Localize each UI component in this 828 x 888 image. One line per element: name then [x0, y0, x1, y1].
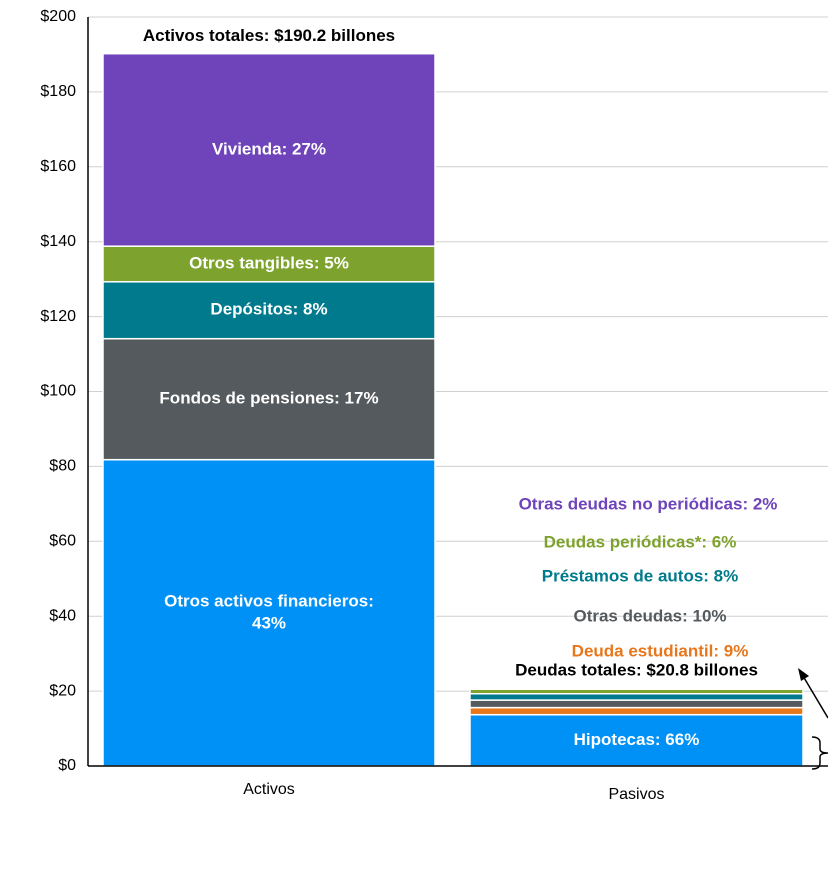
bar-segment	[469, 687, 804, 690]
y-tick-label: $20	[49, 682, 76, 699]
segment-label: Fondos de pensiones: 17%	[159, 389, 378, 408]
arrow-head	[798, 668, 809, 681]
x-tick-label: Activos	[243, 781, 295, 798]
total-label: Activos totales: $190.2 billones	[143, 26, 395, 45]
segment-label: Vivienda: 27%	[212, 139, 326, 158]
segment-label: Otros activos financieros:	[164, 591, 374, 610]
y-tick-label: $60	[49, 533, 76, 550]
x-tick-label: Pasivos	[608, 786, 664, 803]
segment-label: Otros tangibles: 5%	[189, 253, 349, 272]
y-tick-label: $40	[49, 607, 76, 624]
bar-segment	[469, 713, 804, 767]
bar-segment	[102, 52, 436, 247]
y-tick-label: $120	[40, 308, 76, 325]
y-tick-label: $180	[40, 83, 76, 100]
bar-segment	[102, 281, 436, 340]
plot: $0 $20 $40 $60 $80 $100 $120 $140 $160 $180 $200 Ot…	[40, 8, 828, 803]
segment-label: Depósitos: 8%	[210, 300, 327, 319]
segment-label: Otras deudas: 10%	[573, 606, 726, 625]
bar-segment	[102, 245, 436, 283]
y-tick-label: $100	[40, 383, 76, 400]
y-tick-label: $140	[40, 233, 76, 250]
segment-label: Deudas periódicas*: 6%	[544, 532, 737, 551]
segment-label: Deuda estudiantil: 9%	[572, 641, 749, 660]
bar-segment	[469, 692, 804, 701]
bar-segment	[102, 337, 436, 461]
segment-label: Otras deudas no periódicas: 2%	[519, 494, 778, 513]
bar-segment	[469, 699, 804, 709]
y-tick-label: $80	[49, 458, 76, 475]
total-label: Deudas totales: $20.8 billones	[515, 661, 758, 680]
y-tick-label: $160	[40, 158, 76, 175]
y-tick-label: $200	[40, 8, 76, 25]
segment-label: 43%	[252, 613, 286, 632]
arrow-line	[802, 675, 828, 719]
y-tick-label: $0	[58, 757, 76, 774]
segment-label: Hipotecas: 66%	[574, 730, 700, 749]
segment-label: Préstamos de autos: 8%	[542, 566, 739, 585]
brace	[811, 736, 828, 770]
bar-segment	[469, 706, 804, 716]
